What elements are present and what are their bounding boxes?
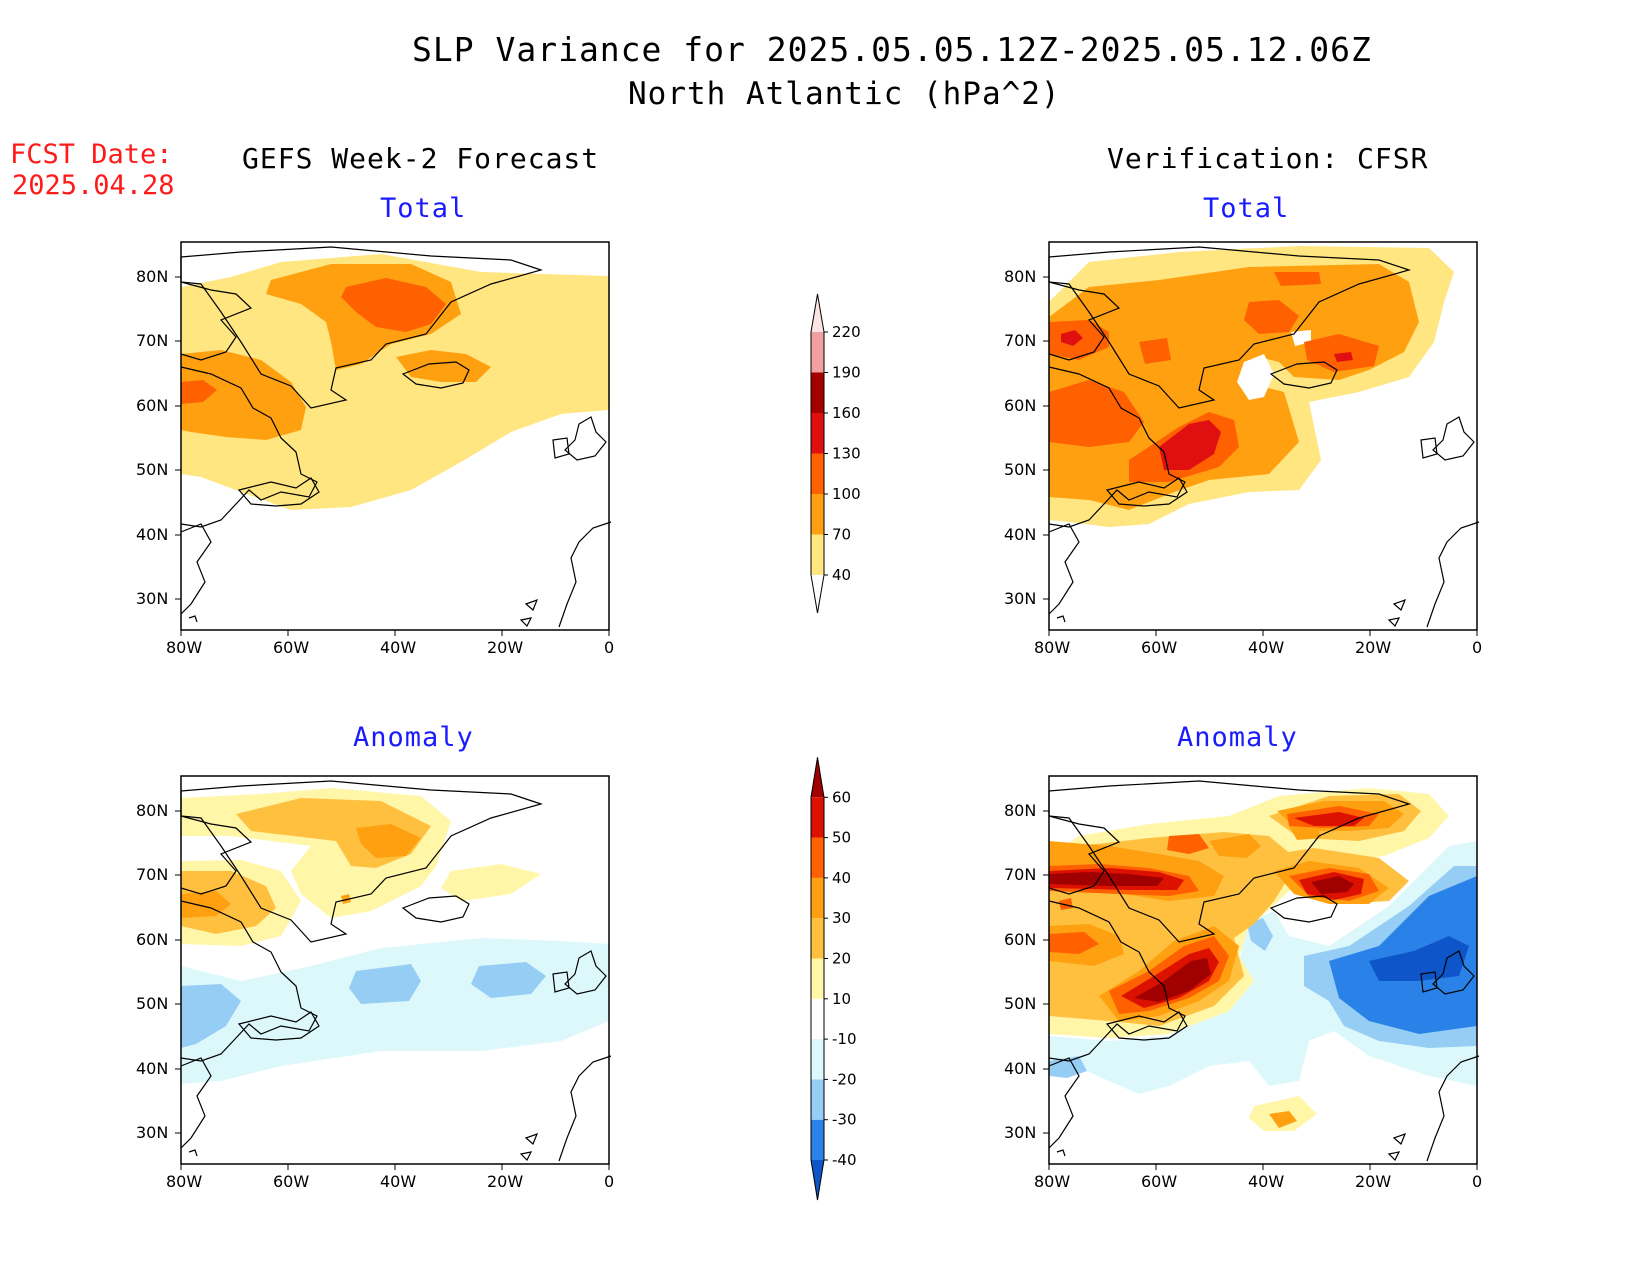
colorbar-min-triangle (811, 1160, 824, 1200)
cfsr-total-lat-tick: 80N (1004, 267, 1037, 286)
forecast-column-title: GEFS Week-2 Forecast (242, 142, 600, 175)
colorbar-level-label: 60 (832, 788, 851, 806)
colorbar-segment (811, 534, 824, 575)
gefs-total-map (174, 241, 612, 637)
gefs-anomaly-lat-tick: 30N (136, 1123, 169, 1142)
colorbar-max-triangle (811, 294, 824, 332)
gefs-total-lat-tick: 30N (136, 589, 169, 608)
gefs-anomaly-title: Anomaly (353, 722, 474, 753)
gefs-anomaly-lon-tick: 80W (166, 1172, 203, 1191)
colorbar-level-label: -40 (832, 1151, 857, 1169)
cfsr-total-lon-tick: 60W (1141, 638, 1178, 657)
cfsr-total-map (1042, 241, 1480, 637)
gefs-anomaly-lat-tick: 70N (136, 865, 169, 884)
colorbar-segment (811, 1079, 824, 1120)
cfsr-anomaly-lon-tick: 60W (1141, 1172, 1178, 1191)
cfsr-total-lon-tick: 80W (1034, 638, 1071, 657)
cfsr-total-lat-tick: 60N (1004, 396, 1037, 415)
gefs-anomaly-lon-tick: 60W (273, 1172, 310, 1191)
gefs-anomaly-lat-tick: 50N (136, 994, 169, 1013)
colorbar-segment (811, 918, 824, 959)
gefs-anomaly-lon-tick: 0 (604, 1172, 615, 1191)
gefs-total-lon-tick: 60W (273, 638, 310, 657)
colorbar-segment (811, 453, 824, 494)
gefs-anomaly-lat-tick: 60N (136, 930, 169, 949)
fcst-date-label: FCST Date: (10, 139, 173, 170)
colorbar-segment (811, 494, 824, 535)
cfsr-total-title: Total (1203, 193, 1290, 224)
gefs-total-lat-tick: 40N (136, 525, 169, 544)
cfsr-total-lat-tick: 40N (1004, 525, 1037, 544)
colorbar-level-label: 130 (832, 445, 861, 463)
anomaly-colorbar: -40 -30 -20 -10 10 20 30 40 50 60 (800, 755, 870, 1205)
cfsr-anomaly-lon-tick: 80W (1034, 1172, 1071, 1191)
colorbar-level-label: -20 (832, 1070, 857, 1088)
gefs-anomaly-lat-tick: 40N (136, 1059, 169, 1078)
colorbar-level-label: 20 (832, 950, 851, 968)
colorbar-segment (811, 998, 824, 1040)
gefs-total-lon-tick: 40W (380, 638, 417, 657)
colorbar-segment (811, 1119, 824, 1160)
colorbar-segment (811, 413, 824, 454)
colorbar-segment (811, 958, 824, 999)
cfsr-total-lat-tick: 30N (1004, 589, 1037, 608)
gefs-total-lon-tick: 0 (604, 638, 615, 657)
cfsr-total-lon-tick: 20W (1355, 638, 1392, 657)
fcst-date-value: 2025.04.28 (12, 170, 175, 201)
colorbar-max-triangle (811, 757, 824, 798)
gefs-anomaly-lon-tick: 20W (487, 1172, 524, 1191)
colorbar-segment (811, 372, 824, 413)
colorbar-segment (811, 332, 824, 373)
gefs-total-lat-tick: 60N (136, 396, 169, 415)
gefs-total-lon-tick: 80W (166, 638, 203, 657)
colorbar-level-label: 190 (832, 364, 861, 382)
colorbar-level-label: 30 (832, 909, 851, 927)
gefs-anomaly-map (174, 775, 612, 1171)
gefs-total-lon-tick: 20W (487, 638, 524, 657)
cfsr-anomaly-lat-tick: 40N (1004, 1059, 1037, 1078)
colorbar-level-label: 160 (832, 404, 861, 422)
cfsr-anomaly-lon-tick: 20W (1355, 1172, 1392, 1191)
gefs-total-lat-tick: 80N (136, 267, 169, 286)
cfsr-anomaly-lon-tick: 40W (1248, 1172, 1285, 1191)
colorbar-level-label: 10 (832, 990, 851, 1008)
cfsr-anomaly-lat-tick: 60N (1004, 930, 1037, 949)
gefs-total-lat-tick: 70N (136, 331, 169, 350)
cfsr-total-lat-tick: 50N (1004, 460, 1037, 479)
colorbar-level-label: 40 (832, 869, 851, 887)
cfsr-total-lat-tick: 70N (1004, 331, 1037, 350)
colorbar-level-label: 50 (832, 829, 851, 847)
cfsr-total-lon-tick: 40W (1248, 638, 1285, 657)
main-title: SLP Variance for 2025.05.05.12Z-2025.05.… (412, 30, 1372, 69)
cfsr-anomaly-lat-tick: 30N (1004, 1123, 1037, 1142)
colorbar-level-label: -30 (832, 1111, 857, 1129)
colorbar-level-label: 100 (832, 485, 861, 503)
colorbar-segment (811, 797, 824, 838)
cfsr-anomaly-lat-tick: 50N (1004, 994, 1037, 1013)
total-colorbar: 40 70 100 130 160 190 220 (800, 285, 870, 615)
cfsr-total-lon-tick: 0 (1472, 638, 1483, 657)
verification-column-title: Verification: CFSR (1107, 142, 1429, 175)
colorbar-segment (811, 837, 824, 878)
colorbar-level-label: 70 (832, 526, 851, 544)
gefs-total-title: Total (380, 193, 467, 224)
colorbar-segment (811, 1039, 824, 1080)
cfsr-anomaly-map (1042, 775, 1480, 1171)
cfsr-anomaly-lat-tick: 80N (1004, 801, 1037, 820)
colorbar-level-label: -10 (832, 1030, 857, 1048)
gefs-total-lat-tick: 50N (136, 460, 169, 479)
cfsr-anomaly-title: Anomaly (1177, 722, 1298, 753)
cfsr-anomaly-lat-tick: 70N (1004, 865, 1037, 884)
main-subtitle: North Atlantic (hPa^2) (628, 76, 1061, 112)
gefs-anomaly-lon-tick: 40W (380, 1172, 417, 1191)
colorbar-level-label: 40 (832, 566, 851, 584)
colorbar-level-label: 220 (832, 323, 861, 341)
colorbar-segment (811, 877, 824, 919)
gefs-anomaly-lat-tick: 80N (136, 801, 169, 820)
cfsr-anomaly-lon-tick: 0 (1472, 1172, 1483, 1191)
